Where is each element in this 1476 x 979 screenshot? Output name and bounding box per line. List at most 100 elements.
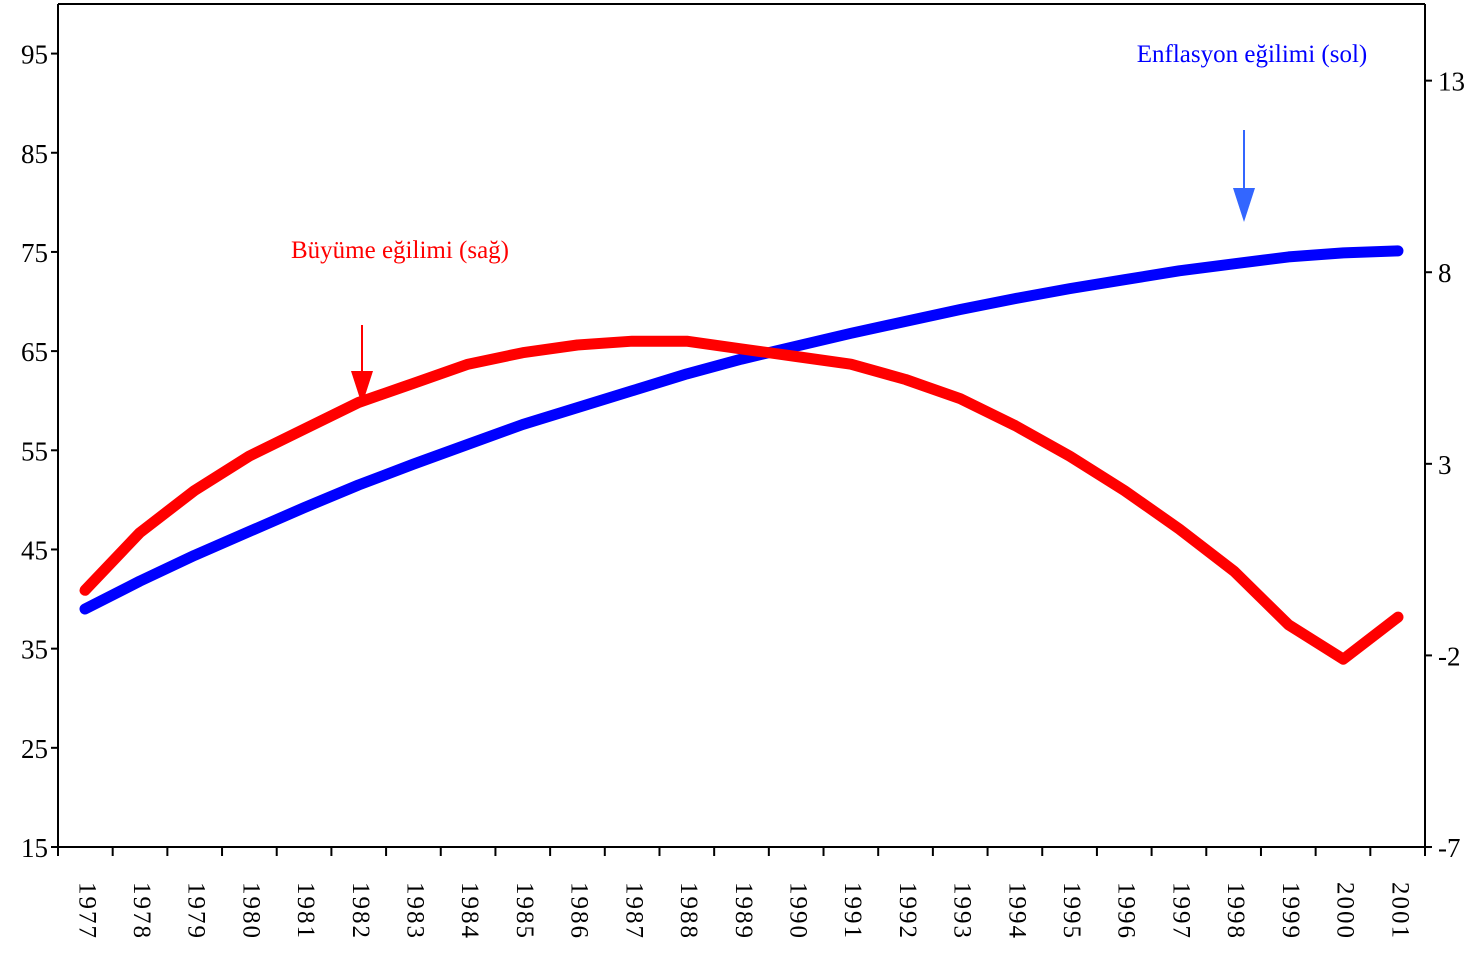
data-point [245, 452, 253, 460]
data-point [1230, 567, 1238, 575]
x-tick-label: 1994 [1003, 882, 1030, 940]
x-tick-label: 2000 [1332, 882, 1359, 940]
data-point [1011, 295, 1019, 303]
data-point [573, 404, 581, 412]
data-point [792, 353, 800, 361]
data-point [902, 317, 910, 325]
data-point [956, 305, 964, 313]
data-point [628, 337, 636, 345]
x-tick-label: 1992 [894, 882, 921, 940]
right-tick-label: -7 [1438, 833, 1461, 863]
x-tick-label: 1993 [949, 882, 976, 940]
x-tick-label: 1982 [347, 882, 374, 940]
right-tick-label: 13 [1438, 67, 1465, 97]
x-tick-label: 1981 [292, 882, 319, 940]
data-point [738, 345, 745, 353]
x-tick-label: 1977 [73, 882, 100, 940]
data-point [1066, 452, 1074, 460]
data-point [1394, 613, 1402, 621]
data-point [1285, 621, 1293, 629]
data-point [519, 349, 527, 357]
data-point [792, 342, 800, 350]
data-point [1230, 260, 1238, 268]
left-tick-label: 25 [21, 734, 48, 764]
data-point [81, 586, 89, 594]
series-line [79, 245, 1404, 615]
x-tick-label: 1984 [456, 882, 483, 940]
left-tick-label: 95 [21, 40, 48, 70]
data-point [519, 421, 527, 429]
data-point [683, 370, 691, 378]
left-tick-label: 85 [21, 139, 48, 169]
data-point [81, 605, 89, 613]
x-tick-label: 1985 [511, 882, 538, 940]
x-tick-label: 1996 [1113, 882, 1140, 940]
left-tick-label: 75 [21, 238, 48, 268]
data-point [300, 504, 308, 512]
data-point [1285, 253, 1293, 261]
x-tick-label: 1997 [1167, 882, 1194, 940]
data-point [683, 337, 691, 345]
left-axis-ticks: 15 25 35 45 55 65 75 85 95 [21, 40, 58, 863]
x-tick-label: 1988 [675, 882, 702, 940]
data-point [190, 487, 198, 495]
data-point [409, 379, 417, 387]
left-tick-label: 35 [21, 635, 48, 665]
data-point [956, 395, 964, 403]
x-tick-label: 2001 [1386, 882, 1413, 940]
axes [57, 3, 1426, 848]
x-tick-label: 1990 [784, 882, 811, 940]
data-point [136, 529, 144, 537]
data-point [464, 440, 472, 448]
data-point [300, 425, 308, 433]
data-point [355, 399, 363, 407]
data-point [409, 460, 417, 468]
data-point [573, 341, 581, 349]
right-tick-label: -2 [1438, 641, 1461, 671]
x-tick-label: 1998 [1222, 882, 1249, 940]
x-tick-label: 1987 [620, 882, 647, 940]
annotations: Büyüme eğilimi (sağ) Enflasyon eğilimi (s… [291, 41, 1367, 405]
data-point [1339, 655, 1347, 663]
data-point [245, 528, 253, 536]
right-tick-label: 8 [1438, 258, 1452, 288]
x-tick-label: 1978 [128, 882, 155, 940]
data-point [847, 329, 855, 337]
x-tick-label: 1989 [730, 882, 757, 940]
data-point [1066, 285, 1074, 293]
left-tick-label: 15 [21, 833, 48, 863]
right-tick-label: 3 [1438, 450, 1452, 480]
data-point [1120, 276, 1128, 284]
x-tick-label: 1991 [839, 882, 866, 940]
data-point [1175, 525, 1183, 533]
x-tick-label: 1986 [566, 882, 593, 940]
x-tick-label: 1983 [402, 882, 429, 940]
data-point [1394, 247, 1402, 255]
annotation-label: Büyüme eğilimi (sağ) [291, 237, 509, 264]
annotation-label: Enflasyon eğilimi (sol) [1137, 41, 1368, 68]
data-point [738, 355, 745, 363]
annotation-arrow-head [351, 371, 373, 405]
x-tick-label: 1979 [183, 882, 210, 940]
series-lines [79, 245, 1404, 665]
left-tick-label: 55 [21, 436, 48, 466]
left-tick-label: 65 [21, 337, 48, 367]
data-point [464, 360, 472, 368]
data-point [628, 387, 636, 395]
data-point [1339, 249, 1347, 257]
x-tick-label: 1995 [1058, 882, 1085, 940]
left-tick-label: 45 [21, 535, 48, 565]
data-point [190, 551, 198, 559]
series-line [79, 335, 1404, 665]
annotation-arrow-head [1233, 188, 1255, 222]
right-axis-ticks: -7 -2 3 8 13 [1425, 67, 1465, 863]
data-point [902, 376, 910, 384]
data-point [1175, 267, 1183, 275]
data-point [136, 577, 144, 585]
data-point [1120, 487, 1128, 495]
x-tick-label: 1980 [237, 882, 264, 940]
x-tick-label: 1999 [1277, 882, 1304, 940]
data-point [847, 360, 855, 368]
